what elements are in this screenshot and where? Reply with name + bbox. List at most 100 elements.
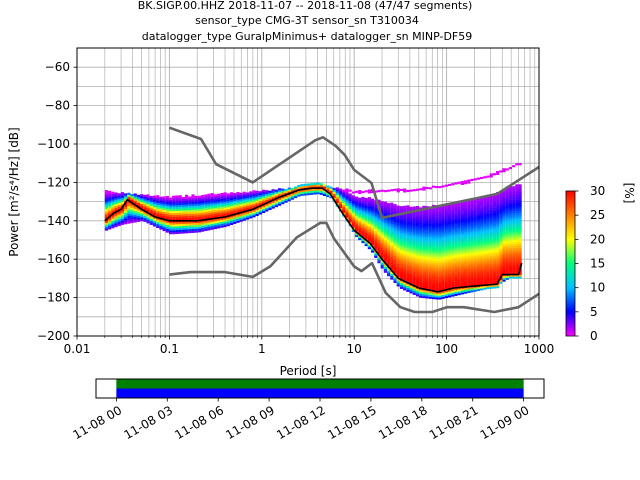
- heatmap-cell: [258, 198, 262, 202]
- heatmap-cell: [415, 294, 420, 297]
- heatmap-cell: [467, 239, 471, 242]
- heatmap-cell: [486, 285, 490, 288]
- heatmap-cell: [162, 217, 166, 220]
- heatmap-cell: [483, 230, 487, 233]
- heatmap-cell: [422, 246, 426, 249]
- heatmap-cell: [486, 265, 490, 268]
- heatmap-cell: [447, 281, 452, 284]
- heatmap-cell: [496, 172, 500, 175]
- heatmap-cell: [104, 228, 109, 231]
- heatmap-cell: [431, 254, 436, 257]
- heatmap-cell: [415, 207, 420, 211]
- heatmap-cell: [476, 288, 481, 292]
- heatmap-cell: [496, 203, 500, 206]
- heatmap-cell: [496, 213, 500, 216]
- heatmap-cell: [431, 275, 436, 279]
- heatmap-cell: [492, 263, 497, 266]
- heatmap-cell: [502, 245, 506, 248]
- heatmap-cell: [258, 195, 262, 198]
- heatmap-cell: [261, 207, 266, 210]
- heatmap-cell: [515, 276, 519, 279]
- heatmap-cell: [399, 231, 404, 234]
- heatmap-cell: [454, 289, 458, 293]
- heatmap-cell: [438, 295, 442, 298]
- heatmap-cell: [393, 238, 397, 241]
- heatmap-cell: [354, 209, 359, 213]
- heatmap-cell: [406, 249, 410, 252]
- heatmap-cell: [284, 194, 288, 197]
- heatmap-cell: [140, 209, 144, 212]
- heatmap-cell: [508, 201, 513, 204]
- heatmap-cell: [393, 250, 397, 253]
- heatmap-cell: [120, 192, 125, 195]
- heatmap-cell: [297, 192, 301, 195]
- heatmap-cell: [435, 232, 439, 235]
- heatmap-cell: [127, 213, 131, 217]
- heatmap-cell: [165, 220, 169, 224]
- heatmap-cell: [140, 211, 144, 214]
- heatmap-cell: [470, 274, 474, 278]
- heatmap-cell: [463, 218, 468, 221]
- heatmap-cell: [415, 269, 420, 272]
- heatmap-cell: [486, 273, 490, 276]
- heatmap-cell: [467, 208, 471, 211]
- heatmap-cell: [518, 263, 522, 266]
- heatmap-cell: [428, 237, 432, 240]
- heatmap-cell: [419, 261, 423, 264]
- heatmap-cell: [162, 219, 166, 222]
- heatmap-cell: [483, 243, 487, 246]
- heatmap-cell: [505, 275, 509, 279]
- heatmap-cell: [447, 205, 452, 208]
- heatmap-cell: [348, 216, 352, 219]
- heatmap-cell: [245, 217, 250, 220]
- heatmap-cell: [412, 206, 416, 209]
- y-tick-label: −180: [37, 291, 70, 305]
- heatmap-cell: [136, 198, 141, 201]
- heatmap-cell: [197, 216, 202, 219]
- heatmap-cell: [390, 229, 394, 232]
- heatmap-cell: [489, 202, 493, 205]
- heatmap-cell: [168, 214, 173, 217]
- heatmap-cell: [383, 201, 388, 204]
- heatmap-cell: [172, 209, 176, 212]
- heatmap-cell: [108, 208, 112, 211]
- heatmap-cell: [399, 234, 404, 238]
- heatmap-cell: [390, 212, 394, 215]
- heatmap-cell: [499, 270, 503, 273]
- heatmap-cell: [162, 202, 166, 205]
- heatmap-cell: [451, 246, 455, 249]
- heatmap-cell: [374, 244, 378, 247]
- heatmap-cell: [406, 259, 410, 262]
- heatmap-cell: [201, 200, 205, 203]
- heatmap-cell: [149, 222, 153, 225]
- heatmap-cell: [393, 269, 397, 272]
- heatmap-cell: [403, 219, 407, 222]
- heatmap-cell: [508, 261, 513, 264]
- heatmap-cell: [460, 276, 464, 280]
- heatmap-cell: [165, 199, 169, 202]
- heatmap-cell: [403, 205, 407, 208]
- heatmap-cell: [354, 211, 359, 215]
- heatmap-cell: [447, 247, 452, 250]
- heatmap-cell: [226, 197, 230, 200]
- heatmap-cell: [108, 213, 112, 217]
- heatmap-cell: [229, 196, 234, 199]
- heatmap-cell: [422, 188, 426, 191]
- heatmap-cell: [367, 212, 371, 215]
- heatmap-cell: [489, 196, 493, 199]
- heatmap-cell: [505, 197, 509, 200]
- heatmap-cell: [364, 209, 368, 212]
- heatmap-cell: [515, 251, 519, 254]
- heatmap-cell: [476, 265, 481, 269]
- heatmap-cell: [454, 261, 458, 264]
- heatmap-cell: [425, 242, 429, 245]
- heatmap-cell: [390, 233, 394, 236]
- heatmap-cell: [496, 253, 500, 256]
- heatmap-cell: [512, 216, 516, 220]
- heatmap-cell: [505, 214, 509, 217]
- heatmap-cell: [370, 238, 375, 242]
- heatmap-cell: [480, 257, 484, 260]
- heatmap-cell: [399, 244, 404, 247]
- heatmap-cell: [483, 272, 487, 275]
- heatmap-cell: [483, 268, 487, 271]
